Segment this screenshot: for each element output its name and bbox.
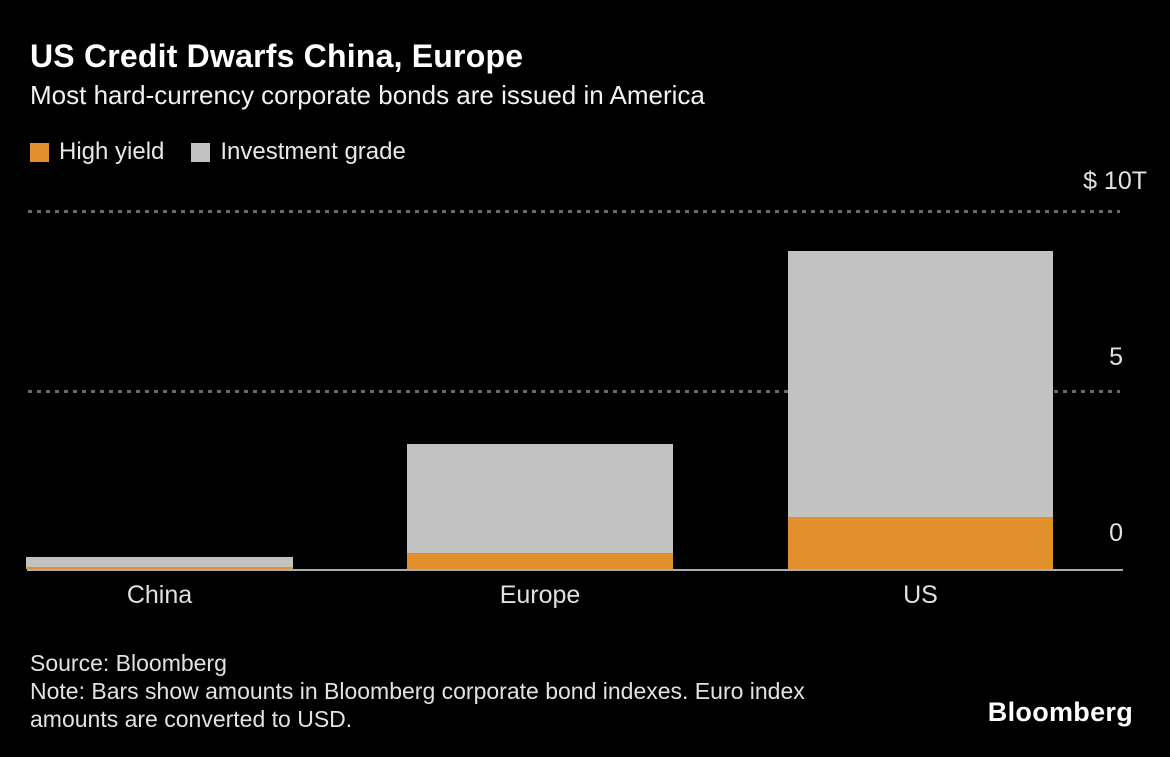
y-tick-label-10t: $ 10T xyxy=(1083,167,1147,195)
bar-us-investment-grade-segment xyxy=(788,251,1053,517)
bar-us-high-yield-segment xyxy=(788,517,1053,569)
investment-grade-swatch-icon xyxy=(191,142,211,162)
footer: Source: Bloomberg Note: Bars show amount… xyxy=(30,649,805,733)
category-label-china: China xyxy=(126,581,193,609)
bar-europe xyxy=(407,444,673,569)
chart-title: US Credit Dwarfs China, Europe xyxy=(30,38,524,74)
chart-subtitle: Most hard-currency corporate bonds are i… xyxy=(30,80,705,110)
bar-china-investment-grade-segment xyxy=(26,557,293,567)
category-label-us: US xyxy=(903,581,938,609)
bar-china-high-yield-segment xyxy=(26,567,293,569)
bar-china xyxy=(26,557,293,569)
legend-item-high-yield: High yield xyxy=(30,138,164,166)
gridline-10t xyxy=(28,210,1120,213)
bar-europe-high-yield-segment xyxy=(407,553,673,569)
bloomberg-logo: Bloomberg xyxy=(987,697,1133,727)
high-yield-swatch-icon xyxy=(30,142,49,162)
legend-label-high-yield: High yield xyxy=(59,138,165,165)
bar-europe-investment-grade-segment xyxy=(407,444,673,553)
y-tick-label-0: 0 xyxy=(1109,519,1123,547)
note-text-line-1: Note: Bars show amounts in Bloomberg cor… xyxy=(30,678,805,704)
y-tick-label-5: 5 xyxy=(1109,343,1123,371)
source-text: Source: Bloomberg xyxy=(30,650,227,676)
category-label-europe: Europe xyxy=(499,581,581,609)
bar-us xyxy=(788,251,1053,569)
note-text-line-2: amounts are converted to USD. xyxy=(30,706,353,732)
gridline-5t xyxy=(28,390,1120,393)
legend-label-investment-grade: Investment grade xyxy=(220,138,406,165)
x-axis-baseline xyxy=(27,569,1123,571)
legend: High yield Investment grade xyxy=(30,138,433,166)
legend-item-investment-grade: Investment grade xyxy=(191,138,406,166)
